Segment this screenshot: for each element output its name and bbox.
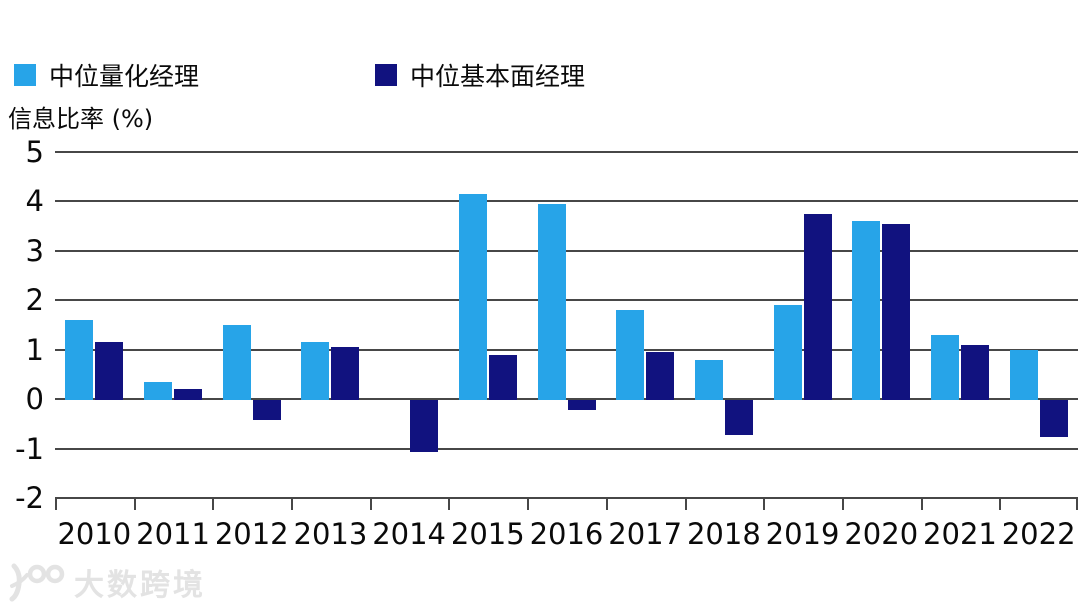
x-axis-label-2019: 2019 — [765, 517, 840, 551]
x-tick-13 — [1076, 498, 1078, 510]
x-tick-7 — [605, 498, 608, 510]
legend-swatch-quant-icon — [14, 64, 36, 86]
x-axis-label-2012: 2012 — [214, 517, 289, 551]
legend-item-fundamental: 中位基本面经理 — [375, 57, 585, 93]
x-axis-label-2022: 2022 — [1001, 517, 1076, 551]
gridline-y-2 — [55, 299, 1078, 302]
x-axis-label-2021: 2021 — [923, 517, 997, 551]
watermark-logo-icon — [9, 563, 65, 602]
bar-2017-quant — [616, 310, 645, 401]
bar-2018-quant — [694, 359, 723, 401]
y-tick-label-3: 3 — [25, 233, 44, 268]
watermark: 大数跨境 — [8, 560, 206, 604]
x-tick-0 — [55, 498, 57, 510]
y-tick-label-0: 0 — [25, 382, 44, 417]
bar-2012-fundamental — [252, 400, 281, 420]
x-axis-label-2018: 2018 — [686, 517, 761, 551]
x-tick-12 — [999, 498, 1002, 510]
x-axis-label-2017: 2017 — [608, 517, 683, 551]
bar-2011-quant — [144, 381, 173, 401]
x-tick-3 — [291, 498, 294, 510]
x-tick-8 — [684, 498, 687, 510]
x-tick-9 — [763, 498, 766, 510]
x-tick-6 — [527, 498, 530, 510]
plot-area: 5 4 3 2 1 0 -1 -2 2010 2011 2012 2013 2014 2015 2016 20… — [15, 138, 1078, 549]
bar-2018-fundamental — [724, 400, 753, 435]
bar-2013-fundamental — [331, 347, 360, 401]
bar-2016-quant — [537, 203, 566, 401]
x-tick-4 — [369, 498, 372, 510]
bar-2019-fundamental — [803, 213, 832, 401]
x-axis-label-2010: 2010 — [57, 517, 132, 551]
gridline-y-3 — [55, 249, 1078, 252]
y-tick-label-4: 4 — [25, 184, 44, 219]
x-axis-label-2015: 2015 — [450, 517, 525, 551]
x-tick-11 — [920, 498, 923, 510]
legend-label-fundamental: 中位基本面经理 — [410, 62, 586, 91]
bar-2021-fundamental — [960, 344, 989, 401]
bar-2022-fundamental — [1039, 400, 1068, 438]
x-tick-5 — [448, 498, 451, 510]
bar-2020-fundamental — [882, 223, 911, 401]
y-tick-label--1: -1 — [15, 431, 44, 466]
y-axis-title: 信息比率 (%) — [8, 105, 154, 133]
y-tick-label--2: -2 — [15, 481, 44, 515]
legend-label-quant: 中位量化经理 — [49, 62, 200, 91]
x-tick-10 — [841, 498, 844, 510]
x-axis-label-2013: 2013 — [293, 517, 368, 551]
bar-2017-fundamental — [646, 352, 675, 401]
gridline-y-5 — [55, 151, 1078, 153]
x-axis-label-2011: 2011 — [136, 517, 210, 551]
x-axis-label-2020: 2020 — [844, 517, 919, 551]
bar-2015-quant — [458, 194, 487, 401]
bar-2010-quant — [65, 320, 94, 401]
bar-2010-fundamental — [95, 342, 124, 401]
legend-swatch-fundamental-icon — [375, 64, 397, 86]
gridline-y-1 — [55, 348, 1078, 351]
bar-2022-quant — [1009, 349, 1038, 401]
x-axis-label-2016: 2016 — [529, 517, 604, 551]
gridline-y--1 — [55, 447, 1078, 450]
bar-2015-fundamental — [488, 354, 517, 401]
bar-2013-quant — [301, 342, 330, 401]
x-axis-label-2014: 2014 — [372, 517, 447, 551]
y-tick-label-5: 5 — [25, 135, 44, 169]
bar-2014-fundamental — [410, 400, 439, 453]
gridline-y-4 — [55, 200, 1078, 203]
bar-2016-fundamental — [567, 400, 596, 411]
x-tick-1 — [133, 498, 136, 510]
bar-2019-quant — [773, 305, 802, 401]
bar-2011-fundamental — [174, 389, 203, 401]
x-tick-2 — [212, 498, 215, 510]
gridline-y--2 — [55, 497, 1078, 499]
y-tick-label-2: 2 — [25, 283, 44, 318]
legend-item-quant: 中位量化经理 — [14, 57, 199, 93]
bar-2012-quant — [222, 325, 251, 401]
bar-2020-quant — [852, 221, 881, 401]
watermark-text: 大数跨境 — [74, 568, 206, 603]
gridline-y-0 — [55, 398, 1078, 401]
y-tick-label-1: 1 — [25, 332, 44, 367]
bar-2021-quant — [930, 334, 959, 401]
